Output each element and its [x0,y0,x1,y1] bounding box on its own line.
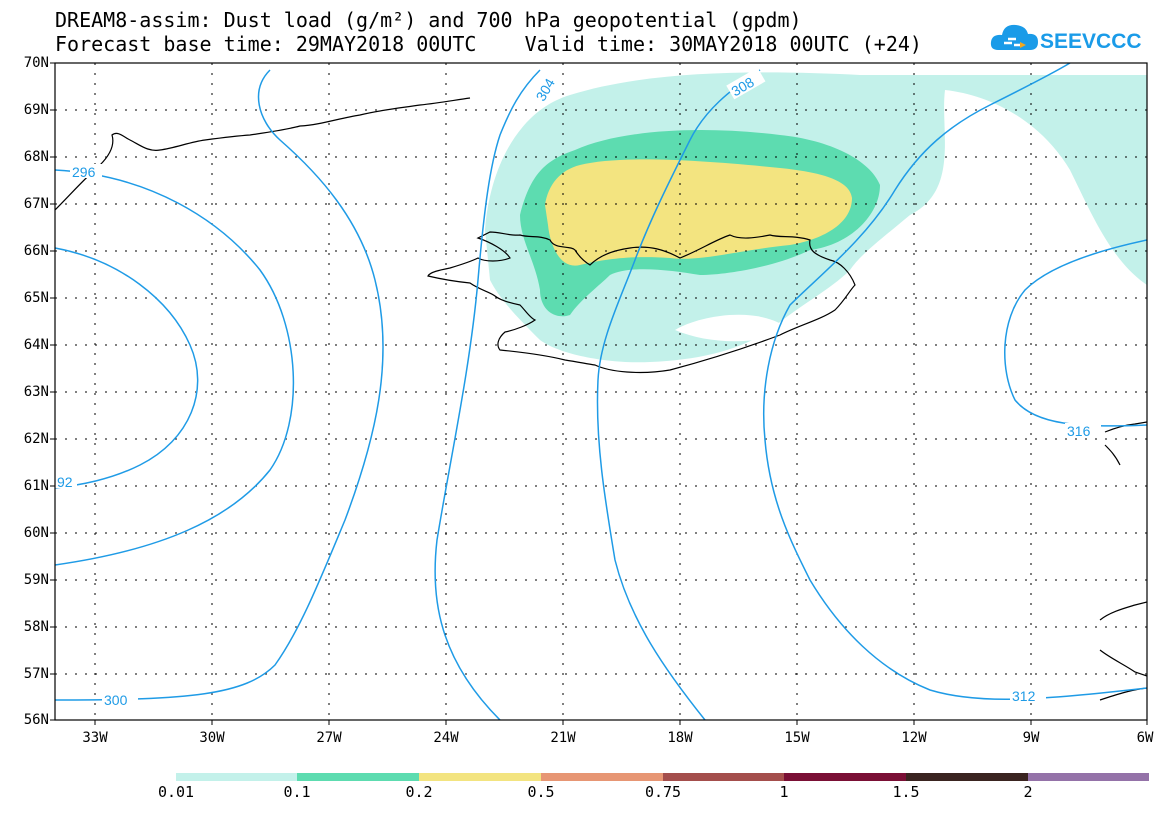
contour-300 [55,69,384,701]
graticule [55,63,1147,720]
contour-label-296: 296 [72,164,96,180]
contour-308 [596,69,761,720]
svg-text:SEEVCCC: SEEVCCC [1040,30,1142,53]
geopotential-contours [55,63,1147,720]
contour-labels: 296 92 300 304 308 312 316 [55,67,1101,708]
lat-label: 60N [23,525,49,541]
forecast-times: Forecast base time: 29MAY2018 00UTC Vali… [55,32,922,56]
lon-label: 6W [1136,730,1154,746]
colorbar-label: 2 [1023,783,1033,801]
contour-label-292: 92 [57,474,73,490]
lat-label: 58N [23,619,49,635]
contour-label-312: 312 [1012,688,1036,704]
colorbar-swatch-3 [419,773,541,781]
dust-contour-02 [545,159,852,266]
lat-label: 69N [23,102,49,118]
lat-label: 64N [23,337,49,353]
colorbar-swatch-8 [1028,773,1149,781]
contour-316 [1004,239,1147,427]
axis-ticks [50,62,1148,725]
faroe-shetland-coast [1099,421,1147,701]
lon-label: 12W [901,730,927,746]
colorbar-swatch-7 [906,773,1028,781]
colorbar-label: 1.5 [892,783,920,801]
lat-label: 56N [23,712,49,728]
lon-label: 18W [667,730,693,746]
dust-shading [485,72,1147,363]
contour-304 [434,69,541,720]
colorbar-label: 0.01 [157,783,195,801]
map-title: DREAM8-assim: Dust load (g/m²) and 700 h… [55,8,802,32]
colorbar-label: 0.2 [405,783,433,801]
lon-label: 9W [1022,730,1040,746]
lon-label: 27W [316,730,342,746]
lon-label: 24W [433,730,459,746]
lon-label: 30W [199,730,225,746]
contour-label-304: 304 [532,75,558,103]
greenland-coast [55,97,471,211]
lat-label: 68N [23,149,49,165]
colorbar-swatch-2 [297,773,419,781]
lon-label: 15W [784,730,810,746]
colorbar-swatch-6 [784,773,906,781]
seevccc-logo: SEEVCCC [990,24,1142,53]
contour-label-300: 300 [104,692,128,708]
contour-292 [55,247,199,489]
colorbar-swatch-1 [176,773,297,781]
colorbar-label: 0.5 [527,783,555,801]
lat-label: 70N [23,55,49,71]
colorbar-label: 0.1 [283,783,311,801]
lat-label: 66N [23,243,49,259]
lat-label: 61N [23,478,49,494]
dust-undispersed-hole [675,314,790,342]
contour-312 [762,63,1147,701]
lon-label: 21W [550,730,576,746]
lat-label: 59N [23,572,49,588]
lat-label: 67N [23,196,49,212]
contour-label-316: 316 [1067,423,1091,439]
colorbar-label: 0.75 [644,783,682,801]
lat-label: 63N [23,384,49,400]
colorbar-swatch-4 [541,773,663,781]
lat-label: 57N [23,666,49,682]
lat-label: 65N [23,290,49,306]
colorbar-swatch-5 [663,773,784,781]
iceland-coast [427,231,856,374]
lat-label: 62N [23,431,49,447]
colorbar-label: 1 [779,783,789,801]
colorbar [176,773,1149,781]
contour-296 [55,169,295,566]
lon-label: 33W [82,730,108,746]
